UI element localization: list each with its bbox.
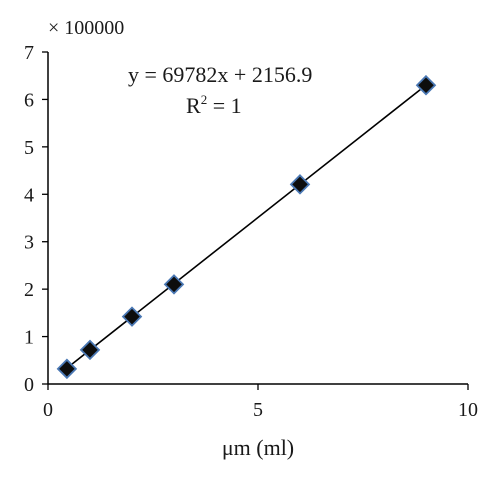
y-tick-label: 1 <box>24 327 34 349</box>
x-tick-label: 0 <box>43 399 53 421</box>
y-tick-label: 0 <box>24 374 34 396</box>
y-tick-label: 4 <box>24 184 34 206</box>
r-squared-label: R2 = 1 <box>186 92 242 118</box>
y-tick-label: 5 <box>24 137 34 159</box>
data-point <box>79 339 101 361</box>
data-point <box>121 306 143 327</box>
x-tick-label: 5 <box>253 399 263 421</box>
data-point <box>56 358 78 380</box>
y-tick-label: 6 <box>24 89 34 111</box>
y-tick-label: 7 <box>24 42 34 64</box>
r-squared-value: = 1 <box>207 93 241 118</box>
r-squared-base: R <box>186 93 201 118</box>
x-axis-title: μm (ml) <box>222 435 294 460</box>
x-tick-label: 10 <box>458 399 478 421</box>
trendline <box>66 84 427 369</box>
y-tick-label: 3 <box>24 232 34 254</box>
y-axis-ticks: 0 1 2 3 4 5 6 7 <box>24 42 48 396</box>
r-squared-superscript: 2 <box>201 92 208 107</box>
trendline-equation: y = 69782x + 2156.9 <box>128 62 312 87</box>
data-point <box>289 174 311 195</box>
data-points <box>56 74 437 380</box>
data-point <box>163 274 185 295</box>
x-axis-ticks: 0 5 10 <box>43 384 478 421</box>
data-point <box>415 74 437 96</box>
y-axis-multiplier: × 100000 <box>48 17 124 39</box>
y-tick-label: 2 <box>24 279 34 301</box>
